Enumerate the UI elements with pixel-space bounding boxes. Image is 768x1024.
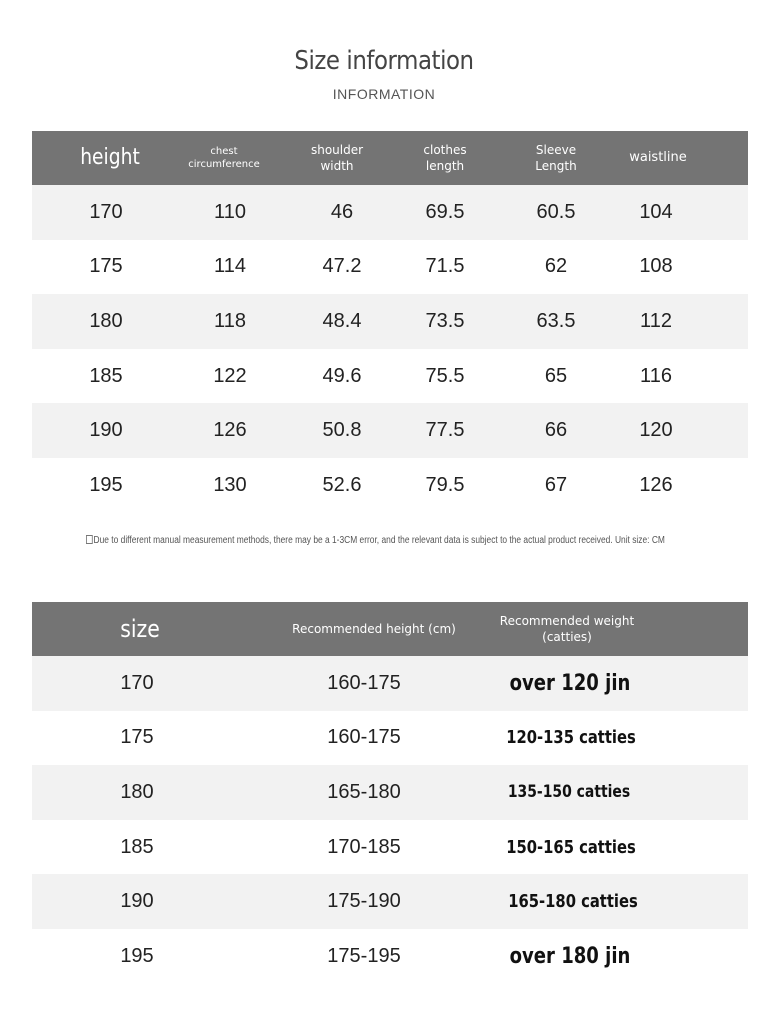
cell-sleeve: 65 bbox=[544, 364, 568, 387]
cell-rec-weight: 165-180 catties bbox=[508, 891, 638, 913]
page-subtitle: INFORMATION bbox=[332, 86, 436, 102]
cell-size: 170 bbox=[120, 671, 154, 694]
header-size: size bbox=[120, 614, 160, 643]
cell-length: 73.5 bbox=[425, 309, 465, 332]
size-table: height chest circumference shoulder widt… bbox=[32, 131, 748, 513]
recommend-table-header: size Recommended height (cm) Recommended… bbox=[32, 602, 748, 656]
table-row: 190 175-190 165-180 catties bbox=[32, 874, 748, 929]
cell-rec-weight: 150-165 catties bbox=[506, 836, 636, 858]
table-row: 195 175-195 over 180 jin bbox=[32, 929, 748, 984]
cell-sleeve: 66 bbox=[544, 419, 568, 442]
table-row: 175 160-175 120-135 catties bbox=[32, 711, 748, 766]
cell-height: 170 bbox=[89, 200, 123, 223]
cell-length: 79.5 bbox=[425, 473, 465, 496]
cell-chest: 118 bbox=[214, 309, 246, 332]
header-chest-circumference: chest circumference bbox=[188, 145, 260, 171]
cell-waistline: 120 bbox=[639, 419, 673, 442]
cell-shoulder: 47.2 bbox=[322, 255, 362, 278]
table-row: 190 126 50.8 77.5 66 120 bbox=[32, 403, 748, 458]
cell-height: 195 bbox=[89, 473, 123, 496]
header-shoulder-width: shoulder width bbox=[310, 142, 364, 173]
cell-waistline: 126 bbox=[639, 473, 673, 496]
table-row: 185 122 49.6 75.5 65 116 bbox=[32, 349, 748, 404]
header-height: height bbox=[80, 145, 140, 171]
cell-chest: 110 bbox=[214, 200, 246, 223]
cell-chest: 122 bbox=[213, 364, 247, 387]
cell-shoulder: 50.8 bbox=[322, 419, 362, 442]
cell-chest: 126 bbox=[213, 419, 247, 442]
cell-sleeve: 60.5 bbox=[536, 200, 576, 223]
cell-waistline: 108 bbox=[639, 255, 673, 278]
cell-size: 180 bbox=[120, 780, 154, 803]
cell-rec-height: 160-175 bbox=[327, 726, 401, 749]
cell-waistline: 104 bbox=[639, 200, 673, 223]
table-row: 195 130 52.6 79.5 67 126 bbox=[32, 458, 748, 513]
cell-shoulder: 52.6 bbox=[322, 473, 362, 496]
measurement-note: Due to different manual measurement meth… bbox=[86, 535, 665, 546]
cell-sleeve: 67 bbox=[544, 473, 568, 496]
recommend-table: size Recommended height (cm) Recommended… bbox=[32, 602, 748, 984]
cell-sleeve: 62 bbox=[544, 255, 568, 278]
page-title: Size information bbox=[294, 46, 474, 76]
cell-waistline: 112 bbox=[640, 309, 672, 332]
table-row: 170 160-175 over 120 jin bbox=[32, 656, 748, 711]
table-row: 180 165-180 135-150 catties bbox=[32, 765, 748, 820]
cell-sleeve: 63.5 bbox=[536, 309, 576, 332]
cell-size: 185 bbox=[120, 835, 154, 858]
size-table-header: height chest circumference shoulder widt… bbox=[32, 131, 748, 185]
header-clothes-length: clothes length bbox=[423, 142, 467, 173]
cell-rec-weight: 135-150 catties bbox=[507, 782, 631, 803]
cell-chest: 114 bbox=[214, 255, 246, 278]
cell-length: 71.5 bbox=[425, 255, 465, 278]
cell-rec-weight: over 120 jin bbox=[509, 670, 631, 696]
cell-length: 77.5 bbox=[425, 419, 465, 442]
cell-height: 190 bbox=[89, 419, 123, 442]
header-sleeve-length: Sleeve Length bbox=[535, 142, 577, 173]
table-row: 180 118 48.4 73.5 63.5 112 bbox=[32, 294, 748, 349]
table-row: 175 114 47.2 71.5 62 108 bbox=[32, 240, 748, 295]
table-row: 170 110 46 69.5 60.5 104 bbox=[32, 185, 748, 240]
cell-rec-height: 165-180 bbox=[327, 780, 401, 803]
cell-height: 175 bbox=[89, 255, 123, 278]
header-waistline: waistline bbox=[629, 150, 687, 166]
cell-shoulder: 49.6 bbox=[322, 364, 362, 387]
cell-shoulder: 48.4 bbox=[322, 309, 362, 332]
header-recommended-height: Recommended height (cm) bbox=[292, 621, 456, 636]
cell-rec-height: 170-185 bbox=[327, 835, 401, 858]
cell-length: 75.5 bbox=[425, 364, 465, 387]
cell-height: 185 bbox=[89, 364, 123, 387]
cell-size: 190 bbox=[120, 890, 154, 913]
cell-rec-weight: 120-135 catties bbox=[506, 727, 636, 749]
cell-size: 175 bbox=[120, 726, 154, 749]
header-recommended-weight: Recommended weight (catties) bbox=[499, 613, 635, 644]
cell-rec-height: 175-190 bbox=[327, 890, 401, 913]
cell-chest: 130 bbox=[213, 473, 247, 496]
cell-shoulder: 46 bbox=[330, 200, 354, 223]
cell-rec-weight: over 180 jin bbox=[509, 943, 631, 969]
cell-size: 195 bbox=[120, 944, 154, 967]
table-row: 185 170-185 150-165 catties bbox=[32, 820, 748, 875]
cell-height: 180 bbox=[89, 309, 123, 332]
cell-rec-height: 175-195 bbox=[327, 944, 401, 967]
cell-rec-height: 160-175 bbox=[327, 671, 401, 694]
cell-waistline: 116 bbox=[640, 364, 672, 387]
note-icon bbox=[86, 535, 93, 544]
cell-length: 69.5 bbox=[425, 200, 465, 223]
